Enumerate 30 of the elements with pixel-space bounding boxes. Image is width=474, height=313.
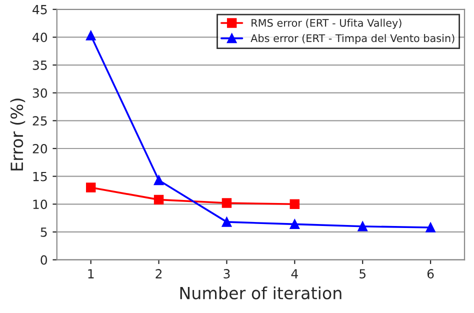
y-tick-label: 25 bbox=[32, 116, 47, 126]
point bbox=[86, 182, 96, 192]
x-tick-label: 2 bbox=[156, 269, 162, 278]
y-axis-title: Error (%) bbox=[10, 98, 26, 170]
point bbox=[154, 194, 164, 205]
x-tick-label: 1 bbox=[88, 269, 94, 278]
y-tick-label: 35 bbox=[32, 60, 47, 70]
point bbox=[154, 175, 164, 186]
legend-label: Abs error (ERT - Timpa del Vento basin) bbox=[250, 34, 454, 44]
point bbox=[222, 217, 232, 227]
point bbox=[358, 222, 368, 232]
x-tick-label: 4 bbox=[291, 269, 298, 278]
x-tick-label: 6 bbox=[427, 269, 434, 278]
legend-label: RMS error (ERT - Ufita Valley) bbox=[252, 18, 402, 29]
point bbox=[86, 30, 96, 40]
y-tick-label: 45 bbox=[32, 5, 47, 14]
x-tick-label: 3 bbox=[224, 269, 230, 278]
point bbox=[290, 219, 300, 230]
y-tick-label: 10 bbox=[33, 200, 48, 210]
y-tick-label: 40 bbox=[32, 32, 48, 42]
point bbox=[290, 199, 300, 210]
y-tick-label: 5 bbox=[40, 228, 47, 237]
y-tick-label: 0 bbox=[40, 255, 48, 265]
x-tick-label: 5 bbox=[360, 269, 366, 278]
y-tick-label: 20 bbox=[32, 144, 48, 154]
x-axis-title: Number of iteration bbox=[180, 286, 342, 300]
point bbox=[222, 198, 232, 208]
y-tick-label: 30 bbox=[32, 88, 48, 98]
point bbox=[426, 222, 436, 232]
y-tick-label: 15 bbox=[33, 172, 47, 182]
